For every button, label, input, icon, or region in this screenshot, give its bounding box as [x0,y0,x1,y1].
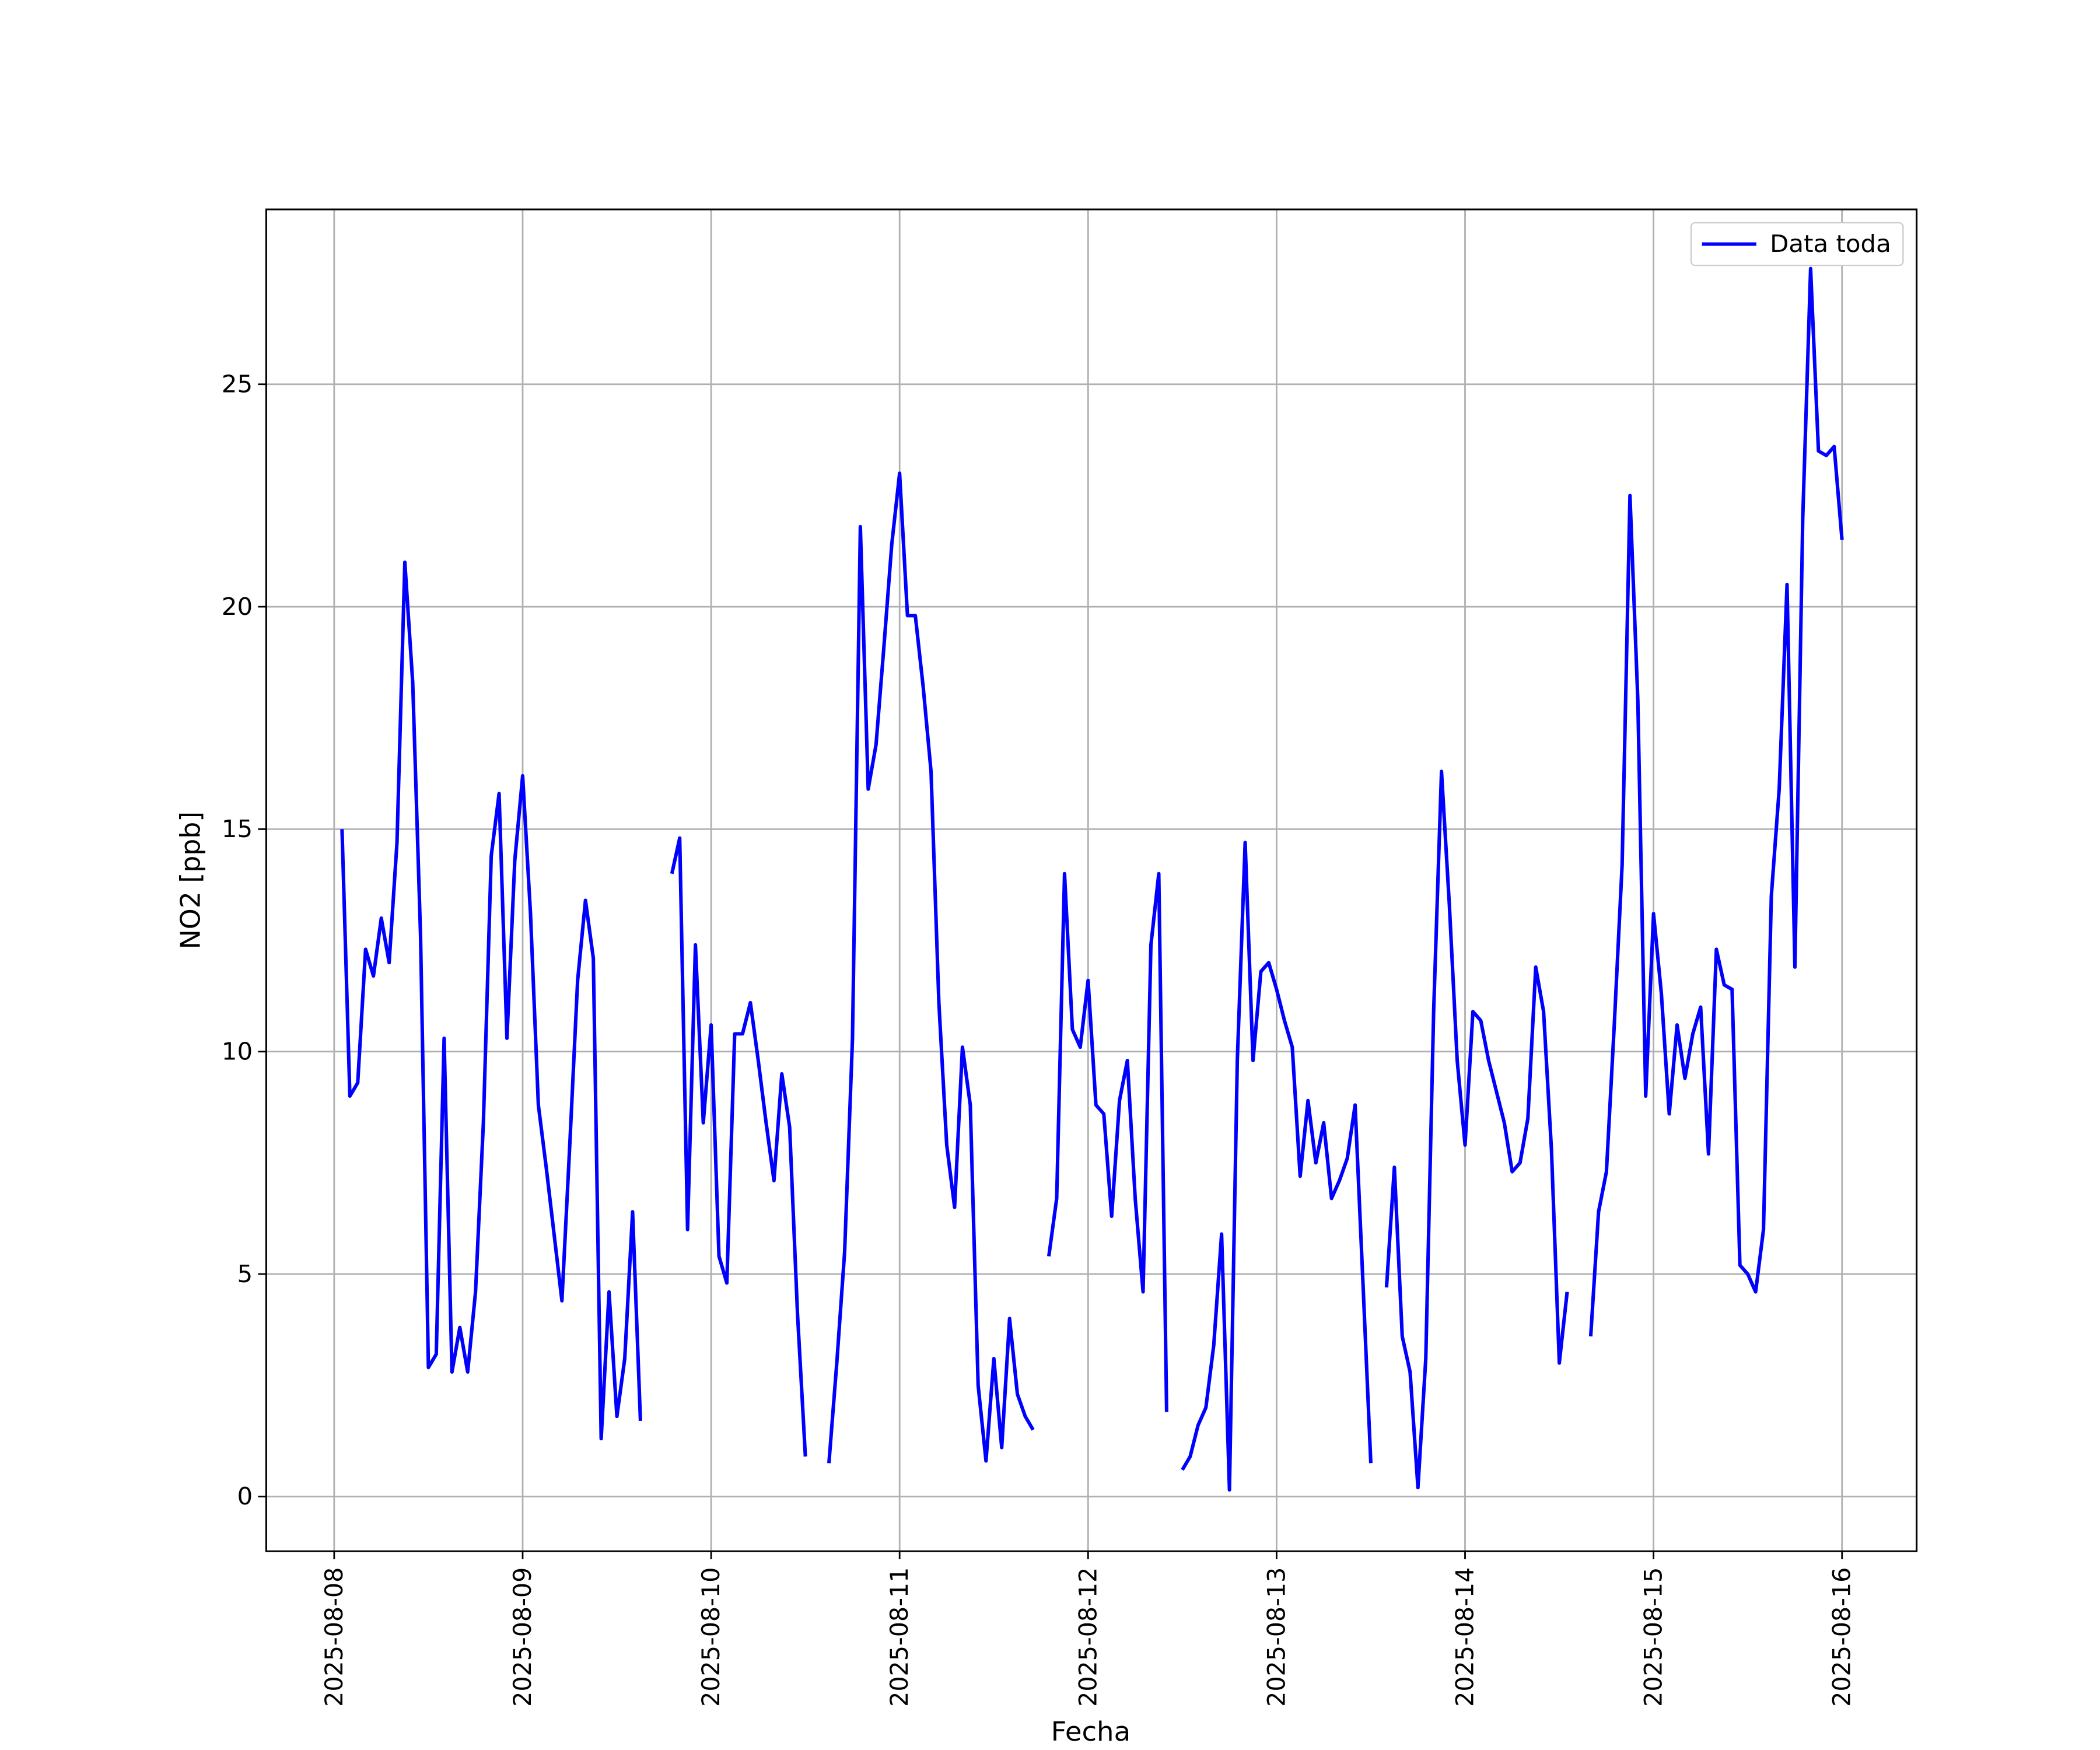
y-tick-label: 15 [222,815,253,844]
y-tick-label: 10 [222,1037,253,1066]
data-line [340,560,642,1441]
x-tick-label: 2025-08-09 [508,1567,537,1707]
data-line [1384,769,1569,1490]
legend: Data toda [1690,222,1904,267]
legend-box [1690,222,1904,267]
y-tick-label: 5 [237,1259,253,1288]
y-tick-label: 25 [222,370,253,398]
x-tick-label: 2025-08-15 [1639,1567,1667,1707]
x-tick-label: 2025-08-08 [319,1567,348,1707]
x-tick-label: 2025-08-16 [1827,1567,1856,1707]
data-line [670,836,807,1457]
y-tick-label: 20 [222,592,253,621]
legend-label: Data toda [1770,230,1891,258]
x-tick-label: 2025-08-10 [696,1567,725,1707]
data-line [1588,267,1844,1337]
y-tick-label: 0 [237,1482,253,1511]
data-line [1046,872,1168,1412]
data-line [827,471,1035,1464]
plot-frame [265,208,1918,1552]
x-axis-label: Fecha [1051,1716,1131,1747]
data-line [1181,841,1373,1492]
y-axis-label: NO2 [ppb] [174,811,206,950]
x-tick-label: 2025-08-11 [885,1567,914,1707]
x-tick-label: 2025-08-14 [1450,1567,1479,1707]
x-tick-label: 2025-08-13 [1262,1567,1290,1707]
x-tick-label: 2025-08-12 [1073,1567,1102,1707]
